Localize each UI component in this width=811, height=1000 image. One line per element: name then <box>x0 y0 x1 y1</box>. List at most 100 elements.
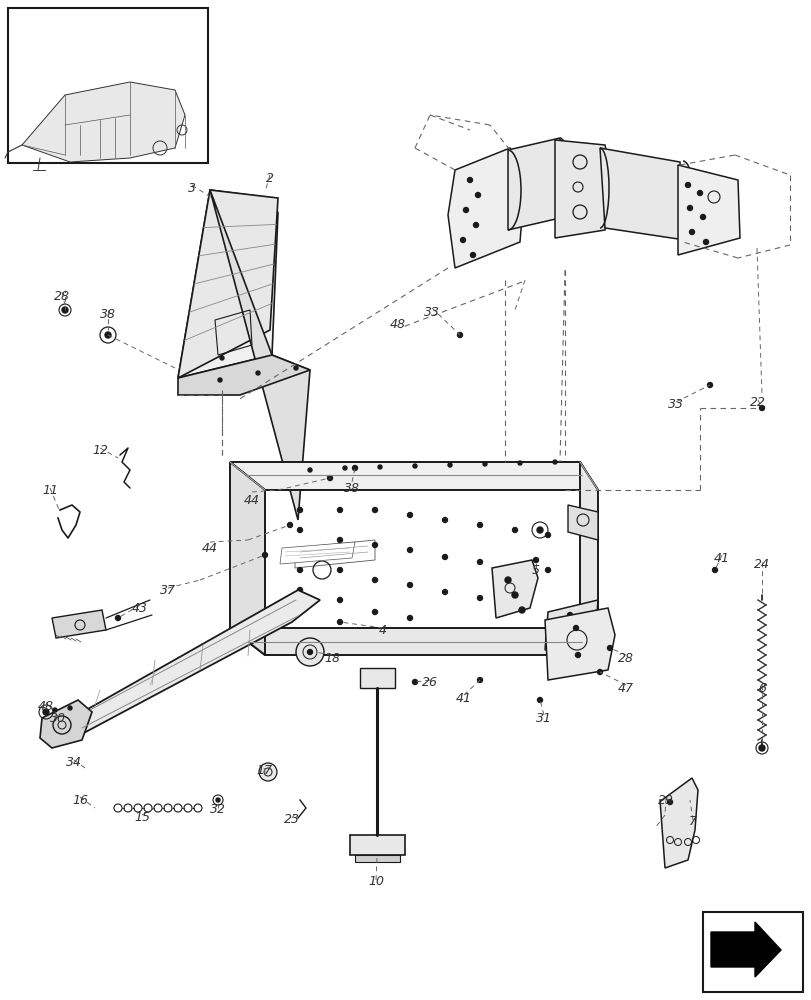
Polygon shape <box>599 148 684 240</box>
Circle shape <box>53 708 57 712</box>
Text: 12: 12 <box>92 444 108 456</box>
Circle shape <box>337 538 342 542</box>
Circle shape <box>477 595 482 600</box>
Text: 11: 11 <box>42 484 58 496</box>
Polygon shape <box>544 600 597 650</box>
Polygon shape <box>568 505 597 540</box>
Text: 2: 2 <box>266 172 273 185</box>
Circle shape <box>262 552 267 558</box>
Circle shape <box>294 366 298 370</box>
Polygon shape <box>280 542 354 564</box>
Text: 16: 16 <box>72 793 88 806</box>
Text: 18: 18 <box>324 652 340 664</box>
Polygon shape <box>230 462 597 490</box>
Text: 30: 30 <box>50 711 66 724</box>
Circle shape <box>700 215 705 220</box>
Circle shape <box>352 466 357 471</box>
Circle shape <box>537 698 542 702</box>
Polygon shape <box>68 590 320 735</box>
Circle shape <box>372 609 377 614</box>
Circle shape <box>442 554 447 560</box>
Circle shape <box>533 558 538 562</box>
Circle shape <box>607 646 611 650</box>
Circle shape <box>115 615 120 620</box>
Circle shape <box>518 607 525 613</box>
Bar <box>8 8 208 163</box>
Polygon shape <box>230 628 597 655</box>
Polygon shape <box>508 138 560 230</box>
Circle shape <box>297 508 303 512</box>
Polygon shape <box>579 462 597 655</box>
Circle shape <box>504 577 510 583</box>
Text: 15: 15 <box>134 811 150 824</box>
Text: 48: 48 <box>389 318 406 332</box>
Text: 32: 32 <box>210 803 225 816</box>
Polygon shape <box>178 190 277 378</box>
Circle shape <box>327 476 332 481</box>
Polygon shape <box>359 668 394 688</box>
Circle shape <box>573 626 577 630</box>
Circle shape <box>597 670 602 674</box>
Polygon shape <box>350 835 405 855</box>
Polygon shape <box>210 190 310 520</box>
Circle shape <box>337 597 342 602</box>
Polygon shape <box>52 610 106 638</box>
Circle shape <box>473 223 478 228</box>
Text: 28: 28 <box>617 652 633 664</box>
Text: 37: 37 <box>160 584 176 596</box>
Circle shape <box>68 706 72 710</box>
Text: 23: 23 <box>284 813 299 826</box>
Text: 6: 6 <box>757 682 765 694</box>
Circle shape <box>412 680 417 684</box>
Circle shape <box>475 193 480 198</box>
Circle shape <box>687 206 692 211</box>
Text: 28: 28 <box>54 290 70 302</box>
Circle shape <box>372 508 377 512</box>
Circle shape <box>297 528 303 532</box>
Circle shape <box>307 468 311 472</box>
Circle shape <box>297 607 303 612</box>
Text: 22: 22 <box>749 395 765 408</box>
Polygon shape <box>544 608 614 680</box>
Circle shape <box>297 587 303 592</box>
Polygon shape <box>554 140 609 238</box>
Polygon shape <box>354 855 400 862</box>
Circle shape <box>758 745 764 751</box>
Circle shape <box>536 527 543 533</box>
Text: 33: 33 <box>667 398 683 412</box>
Polygon shape <box>178 355 310 395</box>
Circle shape <box>255 371 260 375</box>
Circle shape <box>711 568 717 572</box>
Polygon shape <box>659 778 697 868</box>
Text: 38: 38 <box>100 308 116 322</box>
Circle shape <box>512 566 517 570</box>
Polygon shape <box>677 165 739 255</box>
Circle shape <box>463 208 468 213</box>
Text: 34: 34 <box>66 756 82 768</box>
Circle shape <box>512 592 517 598</box>
Text: 10: 10 <box>367 876 384 888</box>
Circle shape <box>62 307 68 313</box>
Circle shape <box>407 548 412 552</box>
Polygon shape <box>40 700 92 748</box>
Circle shape <box>342 466 346 470</box>
Polygon shape <box>22 82 185 162</box>
Circle shape <box>442 518 447 522</box>
Text: 7: 7 <box>689 815 696 828</box>
Circle shape <box>545 568 550 572</box>
Circle shape <box>758 406 764 410</box>
Circle shape <box>307 650 312 654</box>
Text: 43: 43 <box>132 601 148 614</box>
Circle shape <box>697 191 702 196</box>
Circle shape <box>105 332 111 338</box>
Circle shape <box>457 332 462 338</box>
Circle shape <box>337 568 342 572</box>
Circle shape <box>569 632 574 638</box>
Circle shape <box>220 356 224 360</box>
Circle shape <box>470 252 475 257</box>
Polygon shape <box>294 540 375 568</box>
Text: 17: 17 <box>255 764 272 776</box>
Circle shape <box>407 582 412 587</box>
Circle shape <box>407 512 412 518</box>
Circle shape <box>667 799 672 804</box>
